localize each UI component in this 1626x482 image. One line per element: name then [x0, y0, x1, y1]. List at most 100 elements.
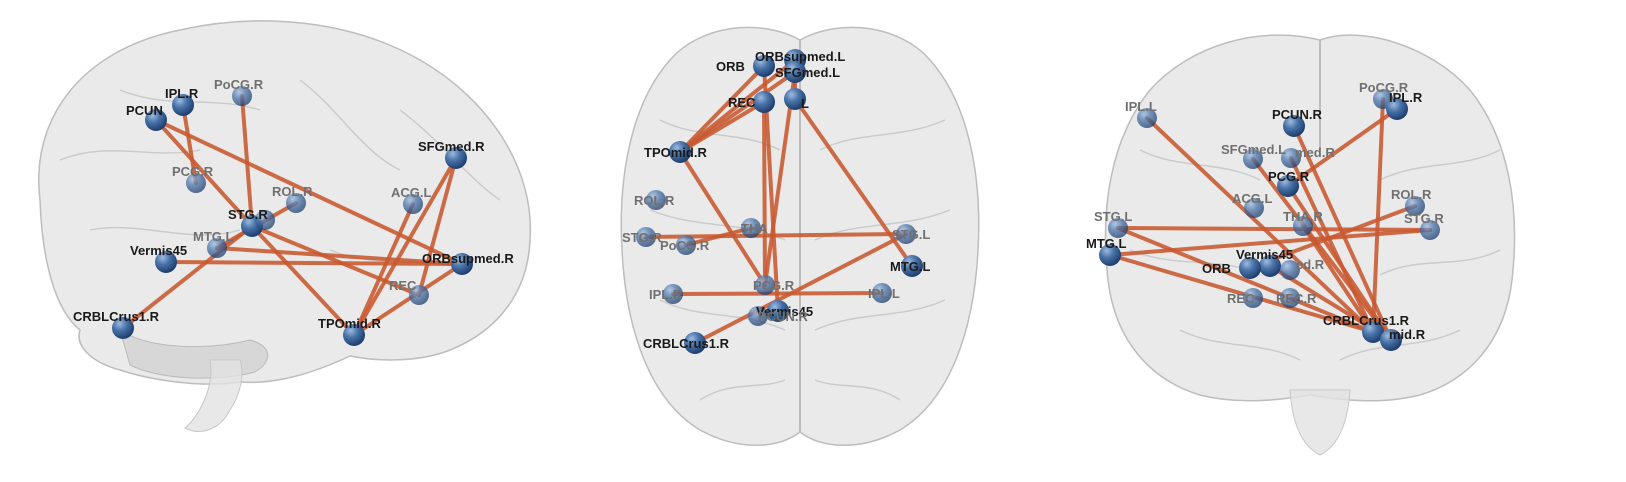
node-label-sagittal-STG.R: STG.R [228, 207, 268, 222]
node-label-sagittal-Vermis45: Vermis45 [130, 243, 187, 258]
node-label-coronal-IPL.L: IPL.L [1125, 99, 1157, 114]
node-axial-STG.L [896, 224, 916, 244]
node-label-sagittal-PCUN: PCUN [126, 103, 163, 118]
node-coronal-MTG.L [1099, 244, 1121, 266]
edge-sagittal-PoCG.R-STG.R [240, 94, 254, 228]
node-axial-IPL.L [872, 283, 892, 303]
node-label-axial-REC: REC [728, 95, 756, 110]
node-label-coronal-STG.R: STG.R [1404, 211, 1444, 226]
edge-axial-TPOmid.R-ORBsupmed.L [678, 58, 797, 154]
edge-sagittal-MTG.L-ORBsupmed.R [215, 246, 464, 266]
node-sagittal-REC [409, 285, 429, 305]
node-coronal-REC.R [1280, 288, 1300, 308]
edge-sagittal-Vermis45-ORBsupmed.R [164, 260, 464, 266]
node-label-coronal-ACG.L: ACG.L [1232, 191, 1273, 206]
node-axial-IPL.R [663, 284, 683, 304]
edge-sagittal-ACG.L-TPOmid.R [352, 202, 415, 337]
edge-axial-REC-PCG.R [762, 100, 767, 287]
node-label-coronal-TPOmid.R: mid.R [1389, 327, 1426, 342]
node-label-coronal-THA.R: THA.R [1283, 209, 1323, 224]
edges-layer [121, 58, 1432, 345]
node-axial-ROL.R [646, 190, 666, 210]
edge-coronal-IPL.R-PCG.R [1286, 107, 1399, 188]
node-label-coronal-STG.L: STG.L [1094, 209, 1132, 224]
node-sagittal-SFGmed.R [445, 147, 467, 169]
node-label-axial-TPOmid.R: TPOmid.R [644, 145, 707, 160]
node-axial-REC2 [784, 88, 806, 110]
node-coronal-TPOmid.R [1380, 329, 1402, 351]
node-label-axial-ROL.R: ROL.R [634, 193, 675, 208]
node-label-sagittal-SFGmed.R: SFGmed.R [418, 139, 485, 154]
node-coronal-PCUN.R [1283, 115, 1305, 137]
node-sagittal-ORBsupmed.R [451, 253, 473, 275]
edge-sagittal-CRBLCrus1.R-STG.R [121, 224, 254, 330]
edge-axial-CRBLCrus1.R-STG.L [693, 232, 908, 345]
node-sagittal-PCUN [145, 109, 167, 131]
node-label-coronal-MTG.L: MTG.L [1086, 236, 1126, 251]
node-label-axial-MTG.L: MTG.L [890, 259, 930, 274]
node-sagittal-IPL.R [172, 94, 194, 116]
node-label-axial-STG.R: STG.R [622, 230, 662, 245]
node-label-coronal-ROL.R: ROL.R [1391, 187, 1432, 202]
node-label-coronal-REC.R: REC.R [1276, 291, 1317, 306]
node-label-coronal-PoCG.R: PoCG.R [1359, 80, 1409, 95]
edge-coronal-PoCG.R-CRBLCrus1.R [1371, 97, 1385, 334]
node-label-axial-CRBLCrus1.R: CRBLCrus1.R [643, 336, 730, 351]
node-coronal-ORBmed [1280, 260, 1300, 280]
edge-coronal-SFGmed.L-TPOmid.R [1251, 157, 1393, 342]
edge-sagittal-PCUN-STG.R [154, 118, 254, 228]
node-coronal-Vermis45 [1259, 255, 1281, 277]
edge-coronal-MTG.L-STG.R [1108, 228, 1432, 257]
node-sagittal-TPOmid.R [343, 324, 365, 346]
node-axial-STG.R [636, 227, 656, 247]
edge-axial-TPOmid.R-PCG.R [678, 150, 767, 287]
node-axial-PoCG.R [676, 235, 696, 255]
node-coronal-THA.R [1293, 216, 1313, 236]
node-label-sagittal-CRBLCrus1.R: CRBLCrus1.R [73, 309, 160, 324]
edge-sagittal-REC-STG.R [250, 224, 421, 297]
node-axial-MTG.L [901, 255, 923, 277]
node-label-sagittal-PoCG.R: PoCG.R [214, 77, 264, 92]
node-label-axial-PCUN.R: PCUN.R [758, 309, 808, 324]
node-coronal-STG.L [1108, 218, 1128, 238]
edge-axial-PoCG.R-THA [684, 226, 753, 247]
node-sagittal-CRBLCrus1.R [112, 317, 134, 339]
node-label-sagittal-ROL.R: ROL.R [272, 184, 313, 199]
node-label-coronal-PCUN.R: PCUN.R [1272, 107, 1322, 122]
brain-sagittal [38, 20, 532, 432]
node-coronal-PCG.R [1277, 175, 1299, 197]
labels-layer: IPL.RPCUNPoCG.RPCG.RROL.RSTG.RMTG.LVermi… [73, 49, 1444, 351]
edge-coronal-THA.R-CRBLCrus1.R [1301, 224, 1375, 334]
node-label-axial-PoCG.R: PoCG.R [660, 238, 710, 253]
node-axial-REC [753, 91, 775, 113]
node-label-coronal-PCG.R: PCG.R [1268, 169, 1310, 184]
node-label-axial-IPL.R: IPL.R [649, 287, 683, 302]
edge-coronal-SFGmed.R-CRBLCrus1.R [1289, 156, 1375, 334]
node-label-sagittal-ACG.L: ACG.L [391, 185, 432, 200]
node-label-axial-ORB: ORB [716, 59, 745, 74]
node-axial-PCG.R [755, 275, 775, 295]
node-coronal-SFGmed.R [1281, 148, 1301, 168]
node-label-axial-Vermis45: Vermis45 [756, 304, 813, 319]
edge-axial-REC2-MTG.L [793, 97, 914, 268]
node-coronal-STG.R [1420, 220, 1440, 240]
node-label-sagittal-ORBsupmed.R: ORBsupmed.R [422, 251, 514, 266]
node-label-coronal-IPL.R: IPL.R [1389, 90, 1423, 105]
node-coronal-SFGmed.L [1243, 149, 1263, 169]
node-label-coronal-REC.L: REC [1227, 291, 1255, 306]
edge-sagittal-ORBsupmed.R-TPOmid.R [352, 262, 464, 337]
node-label-axial-IPL.L: IPL.L [868, 286, 900, 301]
node-axial-CRBLCrus1.R [684, 332, 706, 354]
node-label-sagittal-IPL.R: IPL.R [165, 86, 199, 101]
node-label-axial-ORBsupmed.L: ORBsupmed.L [755, 49, 845, 64]
node-label-sagittal-REC: REC [389, 278, 417, 293]
node-label-sagittal-PCG.R: PCG.R [172, 164, 214, 179]
node-label-axial-STG.L: STG.L [892, 227, 930, 242]
node-axial-THA [741, 218, 761, 238]
node-coronal-ACG.L [1244, 198, 1264, 218]
node-label-axial-REC2: L [801, 96, 809, 111]
node-axial-TPOmid.R [669, 141, 691, 163]
node-axial-SFGmed.L [784, 61, 806, 83]
node-sagittal-PCG.R [186, 173, 206, 193]
